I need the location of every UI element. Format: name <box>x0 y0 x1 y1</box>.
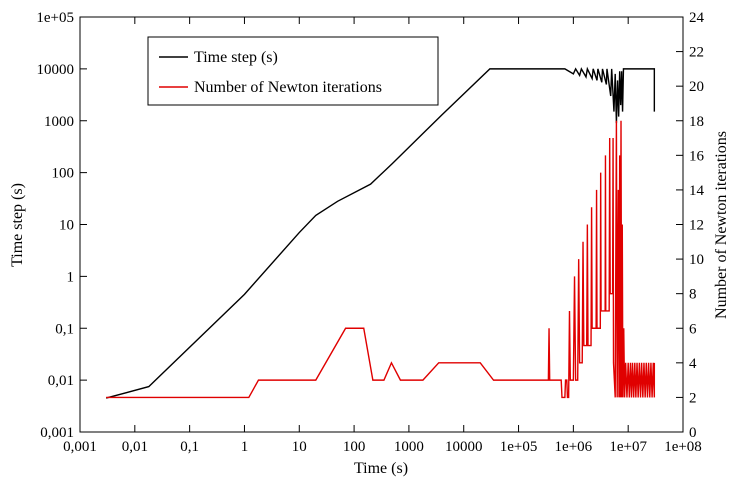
y2-tick-label: 4 <box>689 356 697 372</box>
legend: Time step (s) Number of Newton iteration… <box>147 36 439 106</box>
y2-tick-label: 0 <box>689 425 697 441</box>
y2-tick-label: 6 <box>689 321 697 337</box>
x-tick-label: 10 <box>292 439 307 455</box>
x-tick-label: 1e+08 <box>664 439 702 455</box>
y-tick-label: 0,1 <box>55 321 74 337</box>
y-tick-label: 1e+05 <box>36 10 74 26</box>
x-tick-label: 0,01 <box>122 439 148 455</box>
x-tick-label: 1e+05 <box>500 439 538 455</box>
x-tick-label: 0,001 <box>63 439 97 455</box>
legend-box <box>147 36 439 106</box>
y2-axis-title: Number of Newton iterations <box>713 131 730 319</box>
y2-tick-label: 16 <box>689 148 705 164</box>
y-tick-label: 10 <box>59 218 74 234</box>
x-tick-label: 100 <box>343 439 366 455</box>
y2-tick-label: 2 <box>689 390 697 406</box>
legend-label-time-step: Time step (s) <box>194 49 278 66</box>
x-tick-label: 1 <box>241 439 249 455</box>
y-tick-label: 1000 <box>44 114 74 130</box>
series-layer <box>105 66 656 399</box>
y-tick-label: 10000 <box>37 62 75 78</box>
x-tick-label: 0,1 <box>180 439 199 455</box>
x-tick-label: 1e+07 <box>609 439 647 455</box>
x-axis-title: Time (s) <box>354 460 408 477</box>
x-tick-label: 1e+06 <box>555 439 593 455</box>
x-tick-label: 10000 <box>445 439 483 455</box>
y2-tick-label: 12 <box>689 218 704 234</box>
y2-tick-label: 24 <box>689 10 705 26</box>
y2-tick-label: 20 <box>689 79 704 95</box>
y-tick-label: 0,001 <box>40 425 74 441</box>
y-tick-label: 100 <box>52 166 75 182</box>
x-tick-label: 1000 <box>394 439 424 455</box>
y-axis-title: Time step (s) <box>9 183 26 267</box>
legend-label-newton-iterations: Number of Newton iterations <box>194 79 382 96</box>
y2-tick-label: 14 <box>689 183 705 199</box>
y-tick-label: 0,01 <box>48 373 74 389</box>
y2-tick-label: 22 <box>689 45 704 61</box>
y2-tick-label: 8 <box>689 287 697 303</box>
y-tick-label: 1 <box>67 269 75 285</box>
series-line-newton-iterations <box>106 120 656 399</box>
plot-frame <box>79 16 684 433</box>
series-line-time-step <box>105 66 656 399</box>
y2-tick-label: 10 <box>689 252 704 268</box>
ticks-layer: 0,001 0,01 0,1 1 10 100 1000 10000 1e+05 1e+06 1e+… <box>36 10 704 455</box>
y2-tick-label: 18 <box>689 114 704 130</box>
